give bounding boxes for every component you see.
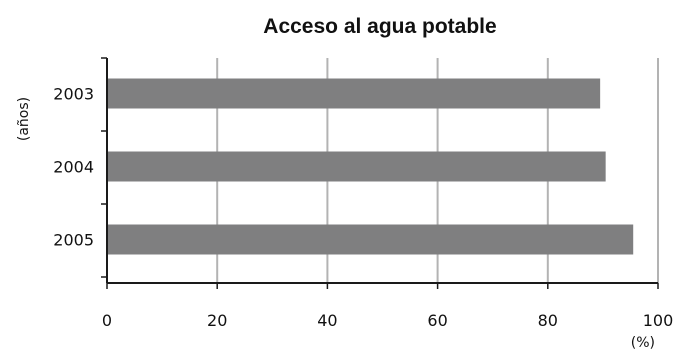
x-tick-label-80: 80 bbox=[538, 311, 558, 330]
x-tick-label-20: 20 bbox=[207, 311, 227, 330]
y-tick-label-2003: 2003 bbox=[53, 85, 94, 104]
x-tick-label-40: 40 bbox=[317, 311, 337, 330]
x-tick-label-0: 0 bbox=[102, 311, 112, 330]
bars bbox=[107, 78, 634, 255]
axes bbox=[101, 57, 659, 289]
y-axis-label: (años) bbox=[16, 97, 32, 141]
x-tick-label-60: 60 bbox=[427, 311, 447, 330]
x-tick-label-100: 100 bbox=[643, 311, 674, 330]
bar-2005 bbox=[107, 224, 634, 255]
y-tick-label-2004: 2004 bbox=[53, 158, 94, 177]
tick-labels: 0 20 40 60 80 100 2003 2004 2005 bbox=[53, 85, 673, 331]
bar-2004 bbox=[107, 151, 606, 182]
bar-2003 bbox=[107, 78, 601, 109]
y-tick-label-2005: 2005 bbox=[53, 231, 94, 250]
chart-title: Acceso al agua potable bbox=[263, 15, 496, 38]
x-axis-label: (%) bbox=[631, 335, 655, 351]
